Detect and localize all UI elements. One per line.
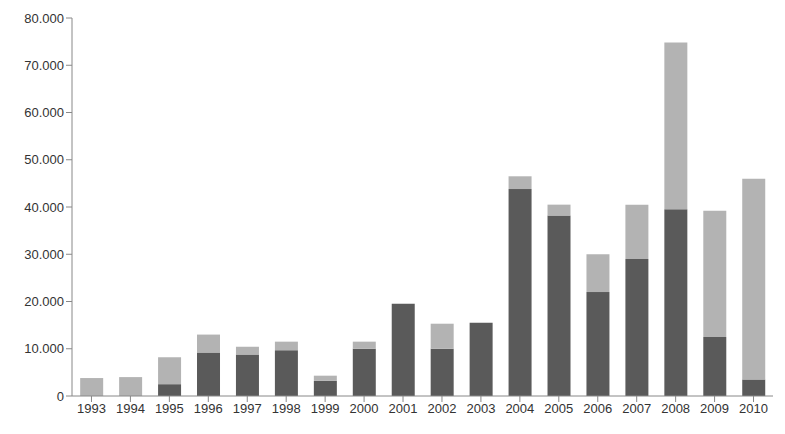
svg-text:2004: 2004 — [505, 401, 534, 416]
svg-text:2002: 2002 — [428, 401, 457, 416]
svg-text:1999: 1999 — [311, 401, 340, 416]
svg-text:40.000: 40.000 — [24, 200, 64, 215]
svg-text:20.000: 20.000 — [24, 294, 64, 309]
svg-text:1997: 1997 — [233, 401, 262, 416]
svg-text:1996: 1996 — [194, 401, 223, 416]
svg-text:1993: 1993 — [77, 401, 106, 416]
svg-text:2000: 2000 — [350, 401, 379, 416]
svg-text:2001: 2001 — [389, 401, 418, 416]
svg-text:0: 0 — [57, 389, 64, 404]
svg-text:1994: 1994 — [116, 401, 145, 416]
svg-text:2009: 2009 — [700, 401, 729, 416]
svg-text:60.000: 60.000 — [24, 105, 64, 120]
svg-text:50.000: 50.000 — [24, 152, 64, 167]
svg-text:2003: 2003 — [466, 401, 495, 416]
svg-text:2007: 2007 — [622, 401, 651, 416]
svg-text:1998: 1998 — [272, 401, 301, 416]
svg-text:2006: 2006 — [583, 401, 612, 416]
svg-text:10.000: 10.000 — [24, 341, 64, 356]
svg-text:2008: 2008 — [661, 401, 690, 416]
svg-text:70.000: 70.000 — [24, 58, 64, 73]
svg-text:2005: 2005 — [544, 401, 573, 416]
svg-text:1995: 1995 — [155, 401, 184, 416]
svg-text:2010: 2010 — [739, 401, 768, 416]
svg-text:80.000: 80.000 — [24, 11, 64, 26]
svg-text:30.000: 30.000 — [24, 247, 64, 262]
